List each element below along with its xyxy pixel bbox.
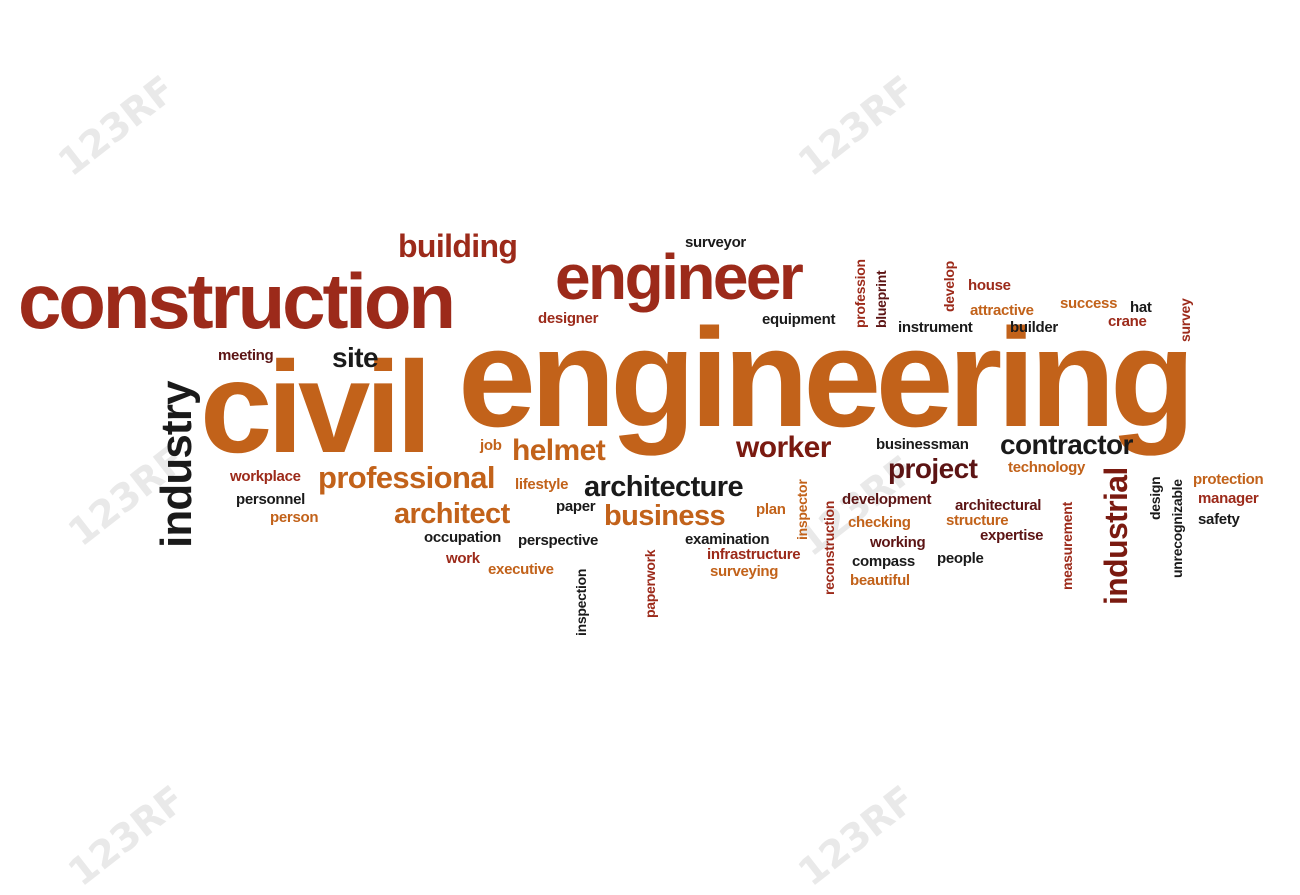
watermark-logo: 123RF: [50, 67, 184, 185]
word-work: work: [446, 550, 480, 567]
word-lifestyle: lifestyle: [515, 476, 569, 493]
word-expertise: expertise: [980, 527, 1044, 544]
word-checking: checking: [848, 514, 911, 531]
word-architect: architect: [394, 498, 510, 530]
word-attractive: attractive: [970, 302, 1034, 319]
word-protection: protection: [1193, 471, 1264, 488]
word-helmet: helmet: [512, 434, 606, 467]
word-inspection: inspection: [573, 568, 589, 636]
word-survey: survey: [1177, 298, 1193, 342]
watermark-logo: 123RF: [790, 777, 924, 895]
word-measurement: measurement: [1059, 502, 1075, 590]
word-infrastructure: infrastructure: [707, 546, 801, 563]
word-instrument: instrument: [898, 319, 973, 336]
word-technology: technology: [1008, 459, 1086, 476]
word-architectural: architectural: [955, 497, 1042, 514]
word-industry: industry: [152, 381, 201, 548]
word-surveyor: surveyor: [685, 234, 746, 251]
word-design: design: [1147, 476, 1163, 520]
word-architecture: architecture: [584, 471, 744, 503]
word-workplace: workplace: [230, 468, 301, 485]
word-industrial: industrial: [1098, 467, 1134, 605]
word-equipment: equipment: [762, 311, 836, 328]
word-house: house: [968, 277, 1011, 294]
word-structure: structure: [946, 512, 1009, 529]
watermark-logo: 123RF: [790, 67, 924, 185]
word-business: business: [604, 500, 726, 532]
word-perspective: perspective: [518, 532, 599, 549]
word-surveying: surveying: [710, 563, 779, 580]
word-civil: civil: [200, 334, 432, 480]
word-cloud: 123RF 123RF 123RF 123RF 123RF 123RF civi…: [18, 67, 1264, 895]
word-paperwork: paperwork: [642, 549, 658, 618]
word-paper: paper: [556, 498, 596, 515]
word-plan: plan: [756, 501, 786, 518]
word-hat: hat: [1130, 299, 1152, 316]
word-builder: builder: [1010, 319, 1058, 336]
watermark-logo: 123RF: [60, 777, 194, 895]
word-engineer: engineer: [555, 241, 804, 313]
word-construction: construction: [18, 257, 456, 345]
word-professional: professional: [318, 460, 496, 495]
word-beautiful: beautiful: [850, 572, 910, 589]
word-profession: profession: [852, 259, 868, 328]
word-people: people: [937, 550, 984, 567]
word-working: working: [870, 534, 926, 551]
word-site: site: [332, 342, 379, 373]
word-reconstruction: reconstruction: [821, 500, 837, 595]
word-compass: compass: [852, 553, 915, 570]
word-develop: develop: [941, 261, 957, 312]
word-safety: safety: [1198, 511, 1240, 528]
word-success: success: [1060, 295, 1118, 312]
word-job: job: [480, 437, 502, 454]
word-businessman: businessman: [876, 436, 969, 453]
word-personnel: personnel: [236, 491, 305, 508]
word-building: building: [398, 228, 518, 264]
word-crane: crane: [1108, 313, 1147, 330]
word-occupation: occupation: [424, 529, 502, 546]
word-contractor: contractor: [1000, 429, 1133, 460]
word-executive: executive: [488, 561, 554, 578]
word-engineering: engineering: [458, 299, 1195, 456]
word-examination: examination: [685, 531, 770, 548]
word-person: person: [270, 509, 319, 526]
word-blueprint: blueprint: [873, 270, 889, 328]
word-worker: worker: [736, 431, 831, 464]
word-unrecognizable: unrecognizable: [1169, 479, 1185, 578]
word-designer: designer: [538, 310, 599, 327]
word-manager: manager: [1198, 490, 1259, 507]
word-meeting: meeting: [218, 347, 274, 364]
word-inspector: inspector: [794, 479, 810, 541]
word-development: development: [842, 491, 932, 508]
word-project: project: [888, 453, 978, 484]
